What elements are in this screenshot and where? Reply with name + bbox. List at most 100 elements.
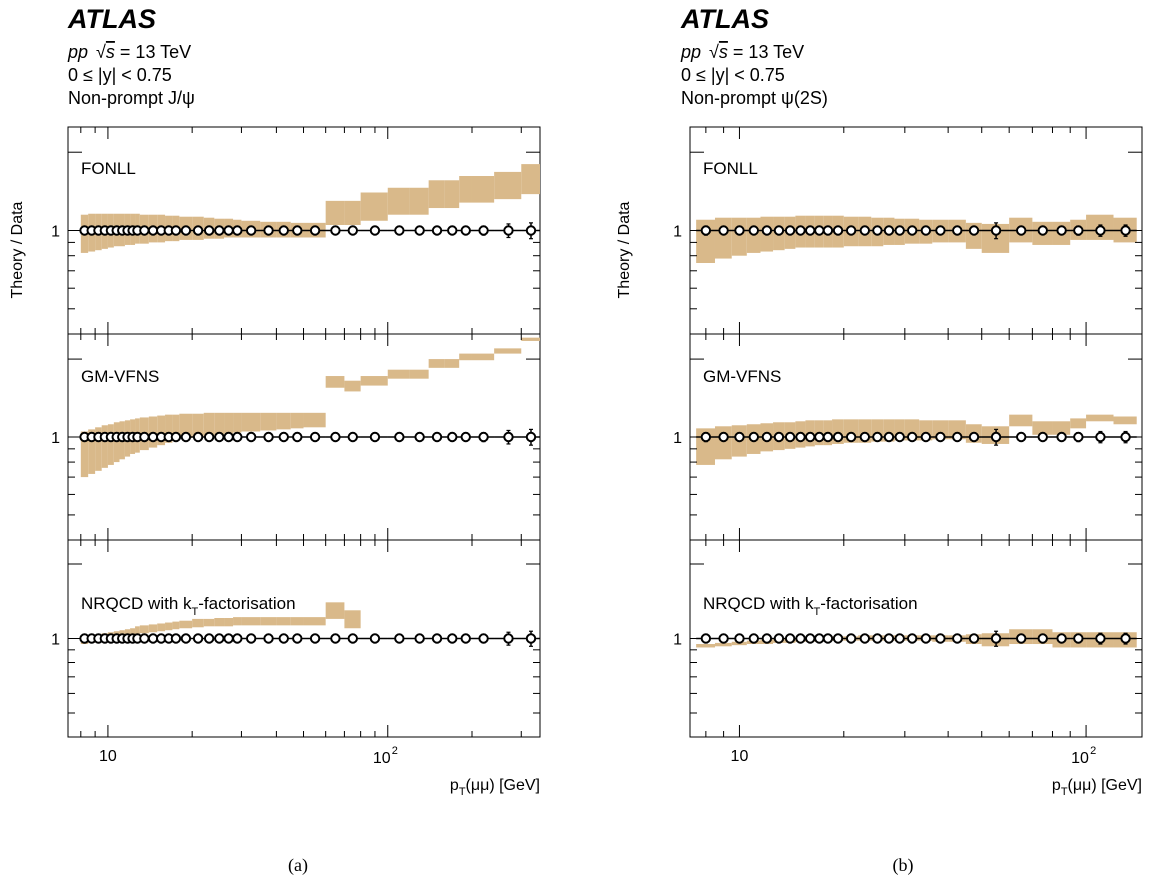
theory-band — [444, 359, 460, 368]
data-point — [460, 225, 471, 236]
data-point — [952, 633, 963, 644]
particle-label: Non-prompt ψ(2S) — [681, 88, 828, 108]
data-point — [170, 431, 182, 443]
model-label: NRQCD with kT-factorisation — [81, 594, 296, 618]
data-point — [784, 633, 796, 644]
data-point — [773, 633, 785, 644]
data-point — [369, 431, 381, 443]
data-point — [748, 633, 759, 644]
data-point — [1073, 633, 1084, 644]
theory-band — [165, 414, 173, 443]
theory-band — [203, 412, 215, 436]
data-point — [180, 633, 192, 644]
data-point — [394, 431, 405, 443]
x-axis-label-part: p — [450, 777, 459, 794]
panel-nrqcd-with-k-t-factorisation: 1 NRQCD with kT-factorisation — [51, 539, 541, 738]
data-point — [414, 633, 425, 644]
data-point — [795, 633, 806, 644]
x-tick-label: 10 — [731, 748, 749, 765]
y-tick-label: 1 — [673, 224, 682, 241]
theory-band — [325, 200, 345, 225]
model-label-part: -factorisation — [820, 594, 917, 613]
model-label: NRQCD with kT-factorisation — [703, 594, 918, 618]
data-point — [920, 431, 932, 443]
model-label: FONLL — [81, 159, 136, 178]
theory-band — [1070, 418, 1087, 429]
theory-band — [459, 353, 472, 361]
model-label: FONLL — [703, 159, 758, 178]
data-point — [192, 633, 204, 644]
model-label-part: -factorisation — [198, 594, 295, 613]
panel-gm-vfns: 1 GM-VFNS — [673, 333, 1143, 541]
theory-band — [521, 164, 540, 195]
data-point — [700, 431, 712, 443]
data-point — [1037, 225, 1048, 236]
data-point — [822, 431, 834, 443]
panel-fonll: 1 FONLL — [673, 126, 1143, 335]
theory-band — [303, 617, 326, 626]
data-point — [700, 633, 712, 644]
particle-label: Non-prompt J/ψ — [68, 88, 195, 108]
data-point — [245, 431, 257, 443]
theory-band — [276, 412, 291, 430]
data-point — [460, 431, 471, 443]
theory-band — [444, 180, 460, 209]
energy-label-part: pp — [67, 42, 88, 62]
data-point — [460, 633, 471, 644]
figure-a: ATLAS pp √s = 13 TeV 0 ≤ |y| < 0.75 Non-prom… — [9, 4, 541, 876]
data-point — [872, 431, 883, 443]
theory-band — [387, 369, 410, 379]
data-point — [245, 633, 257, 644]
energy-label-part: = 13 TeV — [115, 42, 191, 62]
data-point — [347, 633, 358, 644]
energy-label-part: √ — [709, 42, 719, 62]
data-point — [935, 431, 946, 443]
data-point — [773, 225, 785, 236]
data-point — [784, 431, 796, 443]
theory-band — [157, 415, 166, 446]
theory-band — [344, 380, 361, 392]
data-point — [525, 431, 537, 443]
data-point — [734, 633, 745, 644]
theory-band — [101, 425, 108, 468]
y-tick-label: 1 — [51, 224, 60, 241]
data-point — [822, 225, 834, 236]
theory-band — [260, 412, 277, 431]
data-point — [845, 225, 857, 236]
data-point — [894, 431, 905, 443]
data-point — [214, 633, 225, 644]
energy-label-part: pp — [680, 42, 701, 62]
y-axis-label: Theory / Data — [9, 201, 26, 298]
x-axis-label-part: p — [1052, 777, 1061, 794]
atlas-label: ATLAS — [680, 4, 769, 34]
y-tick-label: 1 — [51, 430, 60, 447]
model-label: GM-VFNS — [703, 367, 781, 386]
data-point — [223, 225, 234, 236]
x-axis-label: pT(μμ) [GeV] — [450, 777, 540, 798]
data-point — [822, 633, 834, 644]
data-point — [431, 633, 443, 644]
theory-band — [360, 192, 388, 221]
subfigure-label: (b) — [893, 855, 914, 876]
theory-band — [95, 427, 102, 471]
data-point — [845, 633, 857, 644]
data-point — [734, 431, 745, 443]
theory-band — [203, 618, 215, 627]
x-axis-label-part: T — [1061, 786, 1068, 798]
data-point — [718, 225, 729, 236]
atlas-label: ATLAS — [67, 4, 156, 34]
data-point — [263, 633, 274, 644]
theory-band — [165, 622, 173, 631]
data-point — [447, 431, 458, 443]
data-point — [859, 633, 871, 644]
data-point — [906, 225, 918, 236]
y-tick-label: 1 — [51, 632, 60, 649]
theory-band — [459, 176, 472, 203]
theory-band — [172, 621, 180, 630]
energy-label: pp √s = 13 TeV — [67, 42, 191, 62]
model-label-part: NRQCD with k — [703, 594, 814, 613]
data-point — [170, 225, 182, 236]
data-point — [192, 431, 204, 443]
theory-band — [409, 369, 429, 379]
panel-nrqcd-with-k-t-factorisation: 1 NRQCD with kT-factorisation — [673, 539, 1143, 738]
